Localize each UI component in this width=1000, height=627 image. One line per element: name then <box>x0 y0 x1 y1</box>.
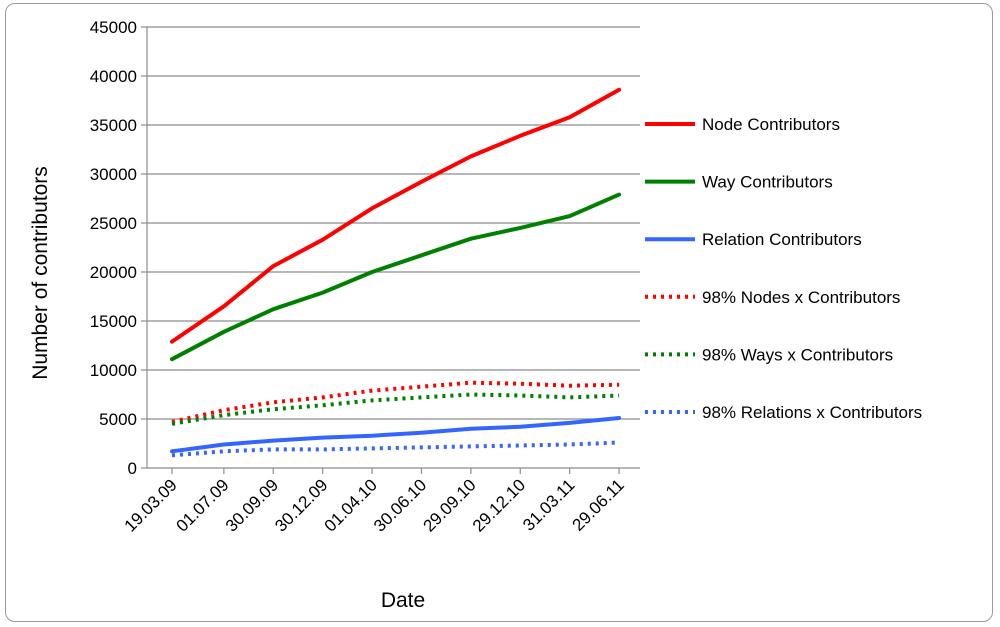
y-axis-title: Number of contributors <box>29 166 52 380</box>
x-tick-label: 29.09.10 <box>419 475 479 535</box>
legend-label: 98% Relations x Contributors <box>702 403 922 422</box>
series-line-1 <box>170 192 622 362</box>
y-tick-labels: 0 5000 10000 15000 20000 25000 30000 35000 40000… <box>90 18 137 478</box>
series-line-5 <box>171 440 620 458</box>
legend-label: 98% Nodes x Contributors <box>702 288 900 307</box>
series-line-4 <box>171 392 620 426</box>
y-tick-label: 25000 <box>90 214 137 233</box>
gridlines <box>147 26 640 420</box>
y-tick-label: 40000 <box>90 67 137 86</box>
x-tick-label: 29.12.10 <box>469 475 529 535</box>
x-tick-label: 31.03.11 <box>519 475 578 534</box>
x-tick-label: 30.12.09 <box>271 475 331 535</box>
series-line-2 <box>170 416 622 454</box>
y-tick-label: 30000 <box>90 165 137 184</box>
chart-frame <box>5 3 993 622</box>
x-tick-label: 29.06.11 <box>569 475 628 534</box>
data-series <box>170 87 622 458</box>
legend-label: 98% Ways x Contributors <box>702 345 893 364</box>
y-tick-label: 35000 <box>90 116 137 135</box>
y-tick-label: 45000 <box>90 18 137 37</box>
x-tick-label: 01.04.10 <box>321 475 381 535</box>
x-tick-label: 01.07.09 <box>172 475 232 535</box>
legend-label: Node Contributors <box>702 115 840 134</box>
series-line-3 <box>171 380 620 424</box>
y-tick-label: 5000 <box>99 410 137 429</box>
y-tick-label: 20000 <box>90 263 137 282</box>
x-axis-title: Date <box>381 589 425 612</box>
axes <box>141 26 640 474</box>
legend-label: Way Contributors <box>702 173 833 192</box>
x-tick-label: 30.06.10 <box>370 475 430 535</box>
series-line-0 <box>170 87 622 344</box>
legend: Node Contributors Way Contributors Relatio… <box>645 115 922 422</box>
legend-label: Relation Contributors <box>702 230 862 249</box>
x-tick-label: 30.09.09 <box>222 475 282 535</box>
y-tick-label: 10000 <box>90 361 137 380</box>
x-tick-label: 19.03.09 <box>121 475 181 535</box>
x-tick-labels: 19.03.0901.07.0930.09.0930.12.0901.04.10… <box>121 475 628 535</box>
y-tick-label: 0 <box>128 459 137 478</box>
y-tick-label: 15000 <box>90 312 137 331</box>
